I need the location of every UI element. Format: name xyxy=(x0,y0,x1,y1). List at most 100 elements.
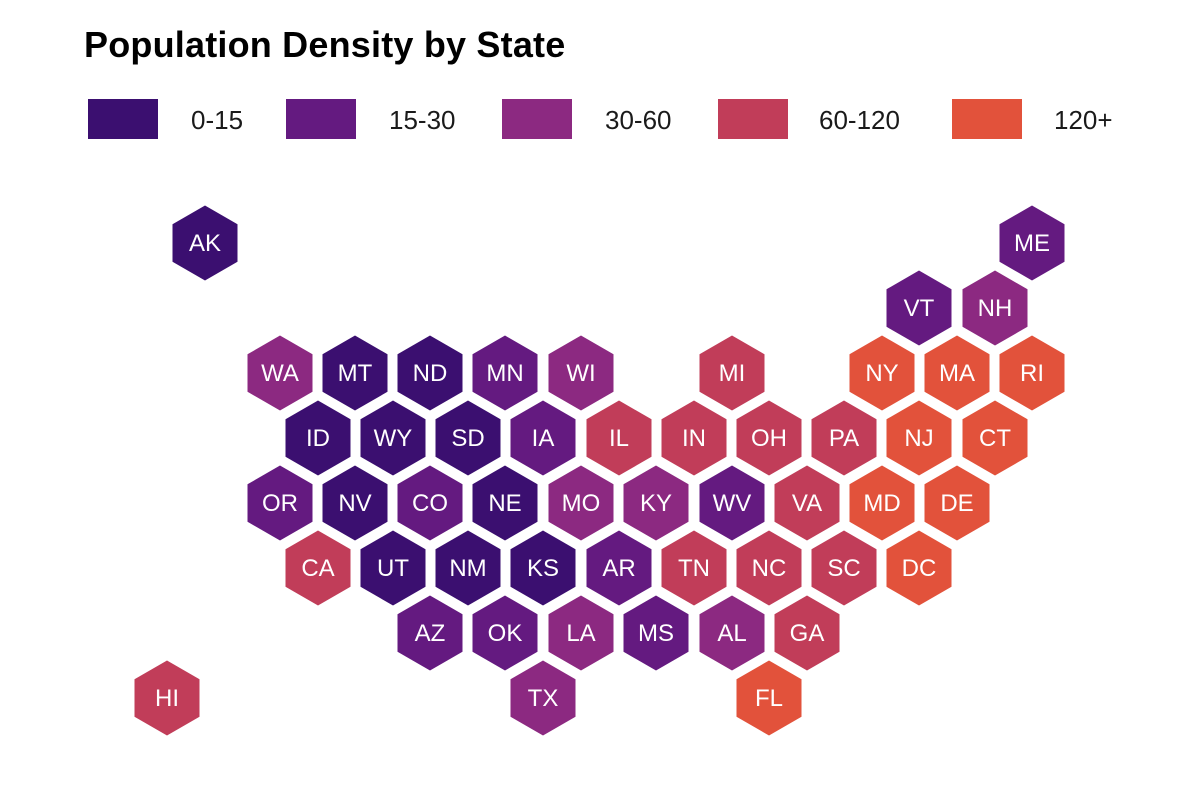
state-hex-shape[interactable] xyxy=(322,465,388,541)
state-hex-shape[interactable] xyxy=(849,465,915,541)
state-hex-oh[interactable]: OH xyxy=(736,400,802,476)
state-hex-nc[interactable]: NC xyxy=(736,530,802,606)
state-hex-wi[interactable]: WI xyxy=(548,335,614,411)
state-hex-shape[interactable] xyxy=(962,400,1028,476)
state-hex-ct[interactable]: CT xyxy=(962,400,1028,476)
state-hex-shape[interactable] xyxy=(548,335,614,411)
state-hex-ne[interactable]: NE xyxy=(472,465,538,541)
state-hex-nj[interactable]: NJ xyxy=(886,400,952,476)
state-hex-shape[interactable] xyxy=(435,530,501,606)
state-hex-shape[interactable] xyxy=(134,660,200,736)
state-hex-az[interactable]: AZ xyxy=(397,595,463,671)
state-hex-ar[interactable]: AR xyxy=(586,530,652,606)
state-hex-sd[interactable]: SD xyxy=(435,400,501,476)
state-hex-il[interactable]: IL xyxy=(586,400,652,476)
state-hex-shape[interactable] xyxy=(924,465,990,541)
state-hex-shape[interactable] xyxy=(472,595,538,671)
state-hex-shape[interactable] xyxy=(472,465,538,541)
state-hex-co[interactable]: CO xyxy=(397,465,463,541)
state-hex-shape[interactable] xyxy=(811,530,877,606)
state-hex-shape[interactable] xyxy=(774,595,840,671)
state-hex-mo[interactable]: MO xyxy=(548,465,614,541)
state-hex-shape[interactable] xyxy=(999,335,1065,411)
state-hex-shape[interactable] xyxy=(962,270,1028,346)
state-hex-shape[interactable] xyxy=(435,400,501,476)
state-hex-hi[interactable]: HI xyxy=(134,660,200,736)
state-hex-shape[interactable] xyxy=(360,400,426,476)
state-hex-la[interactable]: LA xyxy=(548,595,614,671)
state-hex-shape[interactable] xyxy=(886,270,952,346)
state-hex-shape[interactable] xyxy=(285,400,351,476)
state-hex-shape[interactable] xyxy=(699,595,765,671)
state-hex-shape[interactable] xyxy=(397,465,463,541)
state-hex-shape[interactable] xyxy=(247,335,313,411)
state-hex-mi[interactable]: MI xyxy=(699,335,765,411)
state-hex-al[interactable]: AL xyxy=(699,595,765,671)
state-hex-ks[interactable]: KS xyxy=(510,530,576,606)
state-hex-nd[interactable]: ND xyxy=(397,335,463,411)
state-hex-sc[interactable]: SC xyxy=(811,530,877,606)
state-hex-shape[interactable] xyxy=(360,530,426,606)
state-hex-or[interactable]: OR xyxy=(247,465,313,541)
state-hex-pa[interactable]: PA xyxy=(811,400,877,476)
state-hex-shape[interactable] xyxy=(661,530,727,606)
state-hex-tn[interactable]: TN xyxy=(661,530,727,606)
state-hex-vt[interactable]: VT xyxy=(886,270,952,346)
state-hex-nh[interactable]: NH xyxy=(962,270,1028,346)
state-hex-mn[interactable]: MN xyxy=(472,335,538,411)
state-hex-ia[interactable]: IA xyxy=(510,400,576,476)
state-hex-shape[interactable] xyxy=(247,465,313,541)
state-hex-shape[interactable] xyxy=(924,335,990,411)
state-hex-va[interactable]: VA xyxy=(774,465,840,541)
state-hex-shape[interactable] xyxy=(322,335,388,411)
state-hex-ma[interactable]: MA xyxy=(924,335,990,411)
state-hex-shape[interactable] xyxy=(886,400,952,476)
state-hex-shape[interactable] xyxy=(510,400,576,476)
state-hex-shape[interactable] xyxy=(586,400,652,476)
state-hex-shape[interactable] xyxy=(849,335,915,411)
state-hex-ny[interactable]: NY xyxy=(849,335,915,411)
state-hex-nv[interactable]: NV xyxy=(322,465,388,541)
state-hex-shape[interactable] xyxy=(811,400,877,476)
state-hex-ok[interactable]: OK xyxy=(472,595,538,671)
state-hex-id[interactable]: ID xyxy=(285,400,351,476)
state-hex-dc[interactable]: DC xyxy=(886,530,952,606)
state-hex-ak[interactable]: AK xyxy=(172,205,238,281)
state-hex-ms[interactable]: MS xyxy=(623,595,689,671)
state-hex-shape[interactable] xyxy=(623,595,689,671)
state-hex-shape[interactable] xyxy=(397,595,463,671)
state-hex-shape[interactable] xyxy=(548,595,614,671)
state-hex-shape[interactable] xyxy=(774,465,840,541)
state-hex-mt[interactable]: MT xyxy=(322,335,388,411)
state-hex-shape[interactable] xyxy=(661,400,727,476)
state-hex-me[interactable]: ME xyxy=(999,205,1065,281)
state-hex-shape[interactable] xyxy=(736,400,802,476)
state-hex-shape[interactable] xyxy=(510,530,576,606)
state-hex-de[interactable]: DE xyxy=(924,465,990,541)
state-hex-ky[interactable]: KY xyxy=(623,465,689,541)
state-hex-shape[interactable] xyxy=(397,335,463,411)
state-hex-shape[interactable] xyxy=(623,465,689,541)
state-hex-shape[interactable] xyxy=(699,465,765,541)
state-hex-shape[interactable] xyxy=(548,465,614,541)
state-hex-shape[interactable] xyxy=(886,530,952,606)
state-hex-md[interactable]: MD xyxy=(849,465,915,541)
state-hex-shape[interactable] xyxy=(285,530,351,606)
state-hex-wa[interactable]: WA xyxy=(247,335,313,411)
state-hex-in[interactable]: IN xyxy=(661,400,727,476)
state-hex-shape[interactable] xyxy=(510,660,576,736)
state-hex-shape[interactable] xyxy=(736,660,802,736)
state-hex-ut[interactable]: UT xyxy=(360,530,426,606)
state-hex-wv[interactable]: WV xyxy=(699,465,765,541)
state-hex-fl[interactable]: FL xyxy=(736,660,802,736)
state-hex-shape[interactable] xyxy=(699,335,765,411)
state-hex-ca[interactable]: CA xyxy=(285,530,351,606)
state-hex-ri[interactable]: RI xyxy=(999,335,1065,411)
state-hex-tx[interactable]: TX xyxy=(510,660,576,736)
state-hex-shape[interactable] xyxy=(999,205,1065,281)
state-hex-shape[interactable] xyxy=(172,205,238,281)
state-hex-shape[interactable] xyxy=(736,530,802,606)
state-hex-shape[interactable] xyxy=(472,335,538,411)
state-hex-nm[interactable]: NM xyxy=(435,530,501,606)
state-hex-ga[interactable]: GA xyxy=(774,595,840,671)
